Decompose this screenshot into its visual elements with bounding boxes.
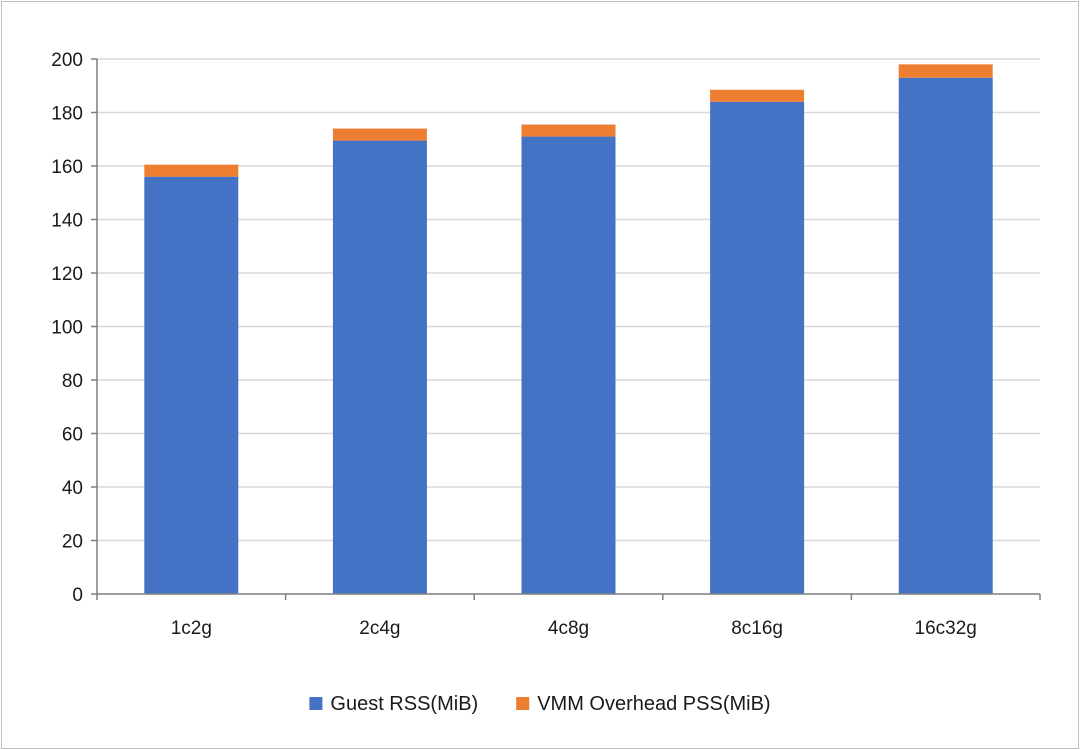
- legend-label: VMM Overhead PSS(MiB): [537, 693, 770, 715]
- y-tick-label: 0: [72, 585, 83, 606]
- bar-8c16g-series-1: [710, 89, 805, 102]
- y-tick-label: 140: [51, 211, 83, 232]
- x-tick-label-16c32g: 16c32g: [915, 618, 977, 639]
- bar-2c4g-series-1: [332, 128, 427, 141]
- y-tick-label: 160: [51, 157, 83, 178]
- legend: Guest RSS(MiB) VMM Overhead PSS(MiB): [309, 693, 771, 715]
- y-tick-label: 60: [62, 425, 83, 446]
- bar-8c16g-series-0: [710, 101, 805, 595]
- bar-4c8g-series-0: [521, 136, 616, 594]
- y-axis-ticks: 0 20 40 60 80 100 120 140 160 180 200: [51, 50, 97, 606]
- y-tick-label: 40: [62, 478, 83, 499]
- legend-swatch: [516, 697, 530, 710]
- y-tick-label: 180: [51, 104, 83, 125]
- bars: [144, 64, 993, 595]
- y-tick-label: 200: [51, 50, 83, 71]
- y-tick-label: 120: [51, 264, 83, 285]
- y-tick-label: 100: [51, 318, 83, 339]
- legend-swatch: [309, 697, 323, 710]
- bar-1c2g-series-1: [144, 164, 239, 177]
- bar-4c8g-series-1: [521, 124, 616, 137]
- legend-label: Guest RSS(MiB): [330, 693, 478, 715]
- bar-1c2g-series-0: [144, 176, 239, 594]
- gridlines: [97, 58, 1040, 542]
- y-tick-label: 20: [62, 532, 83, 553]
- bar-16c32g-series-1: [898, 64, 993, 78]
- x-tick-label-4c8g: 4c8g: [548, 618, 589, 639]
- x-tick-label-8c16g: 8c16g: [731, 618, 783, 639]
- bar-16c32g-series-0: [898, 77, 993, 595]
- legend-item-0: Guest RSS(MiB): [309, 693, 478, 715]
- x-tick-label-2c4g: 2c4g: [359, 618, 400, 639]
- x-tick-label-1c2g: 1c2g: [171, 618, 212, 639]
- legend-item-1: VMM Overhead PSS(MiB): [516, 693, 771, 715]
- y-tick-label: 80: [62, 371, 83, 392]
- bar-2c4g-series-0: [332, 140, 427, 594]
- x-axis-ticks: 1c2g 2c4g 4c8g 8c16g 16c32g: [96, 594, 1041, 639]
